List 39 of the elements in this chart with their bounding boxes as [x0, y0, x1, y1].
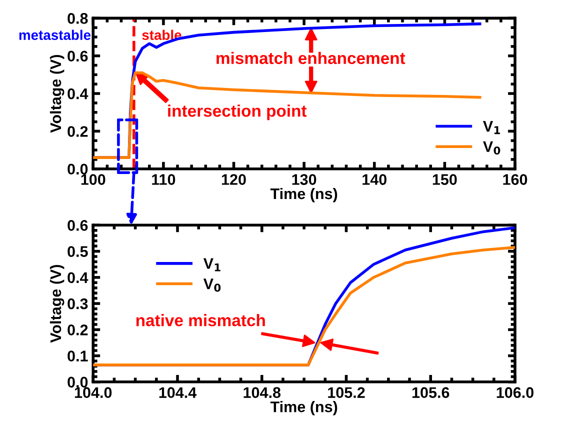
- x-tick-label: 110: [152, 174, 176, 185]
- legend-label: V$_{0}$: [483, 141, 500, 155]
- x-tick-label: 130: [292, 174, 316, 185]
- x-tick-label: 140: [362, 174, 386, 185]
- annotation: intersection point: [168, 104, 307, 120]
- x-tick-label: 104.0: [74, 387, 112, 398]
- annotation: native mismatch: [136, 314, 265, 326]
- x-tick-label: 106.0: [496, 387, 534, 398]
- y-axis-title: Voltage (V): [50, 264, 64, 343]
- y-tick-label: 0.5: [68, 246, 88, 257]
- legend-label: V$_{0}$: [203, 278, 221, 292]
- x-tick-label: 150: [432, 174, 457, 185]
- annotation: mismatch enhancement: [216, 52, 406, 64]
- y-tick-label: 0.1: [68, 350, 88, 362]
- y-tick-label: 0.4: [68, 272, 88, 284]
- y-tick-label: 0.6: [68, 50, 88, 62]
- y-tick-label: 0.0: [68, 376, 88, 388]
- x-tick-label: 160: [503, 174, 528, 185]
- y-tick-label: 0.8: [68, 13, 88, 24]
- y-tick-label: 0.4: [68, 88, 88, 100]
- y-tick-label: 0.6: [68, 220, 88, 231]
- x-axis-title: Time (ns): [270, 188, 338, 202]
- line-series: [93, 71, 482, 159]
- x-tick-label: 104.4: [159, 387, 197, 398]
- y-tick-label: 0.3: [68, 298, 88, 310]
- x-axis-title: Time (ns): [270, 401, 338, 416]
- annotation: stable: [142, 30, 182, 40]
- legend-label: V$_{1}$: [203, 258, 220, 272]
- text: metastable: [19, 30, 91, 40]
- x-tick-label: 120: [222, 174, 246, 185]
- y-tick-label: 0.2: [68, 324, 88, 336]
- legend-label: V$_{1}$: [483, 121, 500, 134]
- x-tick-label: 100: [81, 174, 106, 185]
- y-tick-label: 0.2: [68, 126, 88, 137]
- x-tick-label: 104.8: [244, 387, 281, 398]
- y-axis-title: Voltage (V): [50, 54, 64, 133]
- x-tick-label: 105.6: [412, 387, 450, 398]
- y-tick-label: 0.0: [68, 164, 88, 175]
- x-tick-label: 105.2: [328, 387, 365, 398]
